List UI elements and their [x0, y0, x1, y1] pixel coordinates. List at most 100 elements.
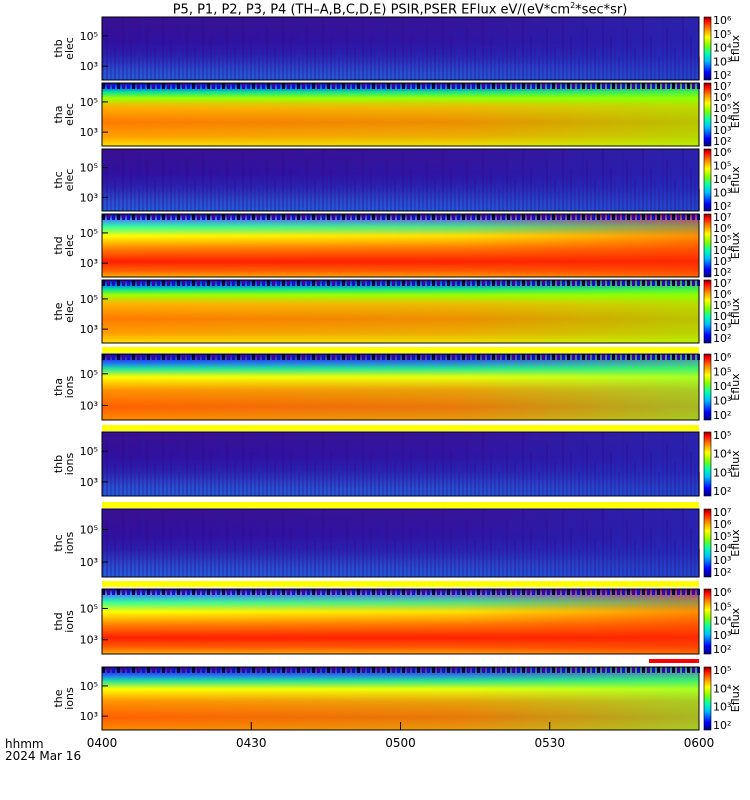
noise-stripe: [692, 589, 695, 595]
noise-stripe: [418, 549, 420, 577]
noise-stripe: [137, 667, 140, 673]
noise-stripe: [402, 354, 405, 360]
colorbar-tick-label: 10⁵: [713, 299, 731, 312]
noise-stripe: [412, 667, 415, 673]
noise-stripe: [547, 214, 550, 220]
colorbar: [703, 148, 712, 212]
noise-stripe: [217, 214, 220, 220]
noise-stripe: [114, 179, 116, 211]
noise-stripe: [332, 214, 335, 220]
noise-stripe: [157, 83, 160, 89]
noise-stripe: [537, 214, 540, 220]
noise-stripe: [158, 549, 160, 577]
noise-stripe: [602, 214, 605, 220]
noise-stripe: [502, 83, 505, 89]
noise-stripe: [587, 83, 590, 89]
noise-stripe: [277, 214, 280, 220]
noise-stripe: [658, 472, 660, 496]
noise-stripe: [572, 354, 575, 360]
noise-stripe: [334, 47, 336, 80]
noise-stripe: [658, 549, 660, 577]
noise-stripe: [127, 280, 130, 286]
noise-stripe: [258, 57, 260, 80]
noise-stripe: [542, 280, 545, 286]
noise-stripe: [157, 354, 160, 360]
noise-stripe: [132, 280, 135, 286]
noise-stripe: [167, 667, 170, 673]
noise-stripe: [538, 57, 540, 80]
noise-stripe: [198, 57, 200, 80]
noise-stripe: [262, 589, 265, 595]
noise-stripe: [118, 549, 120, 577]
noise-stripe: [462, 83, 465, 89]
noise-stripe: [206, 519, 208, 577]
noise-stripe: [438, 189, 440, 211]
noise-stripe: [394, 179, 396, 211]
noise-stripe: [598, 57, 600, 80]
noise-stripe: [262, 83, 265, 89]
noise-stripe: [310, 37, 312, 80]
noise-stripe: [498, 549, 500, 577]
noise-stripe: [157, 589, 160, 595]
noise-stripe: [462, 17, 464, 80]
noise-stripe: [178, 57, 180, 80]
noise-stripe: [202, 589, 205, 595]
noise-stripe: [227, 667, 230, 673]
noise-stripe: [534, 47, 536, 80]
noise-stripe: [406, 519, 408, 577]
noise-stripe: [442, 354, 445, 360]
noise-stripe: [382, 280, 385, 286]
noise-stripe: [657, 214, 660, 220]
noise-stripe: [572, 667, 575, 673]
noise-stripe: [367, 667, 370, 673]
noise-stripe: [562, 354, 565, 360]
noise-stripe: [278, 57, 280, 80]
noise-stripe: [147, 83, 150, 89]
noise-stripe: [546, 27, 548, 80]
noise-stripe: [622, 17, 624, 80]
noise-stripe: [446, 159, 448, 211]
noise-stripe: [367, 280, 370, 286]
noise-stripe: [302, 17, 304, 80]
noise-stripe: [647, 83, 650, 89]
noise-stripe: [638, 57, 640, 80]
colorbar: [703, 588, 712, 655]
noise-stripe: [134, 179, 136, 211]
noise-stripe: [667, 354, 670, 360]
noise-stripe: [162, 17, 164, 80]
panel-species-label: ions: [63, 531, 76, 554]
noise-stripe: [247, 589, 250, 595]
noise-stripe: [327, 589, 330, 595]
y-tick-label: 10³: [80, 476, 98, 489]
noise-stripe: [266, 442, 268, 496]
noise-stripe: [632, 667, 635, 673]
noise-stripe: [657, 280, 660, 286]
noise-stripe: [547, 280, 550, 286]
noise-stripe: [606, 442, 608, 496]
noise-stripe: [542, 149, 544, 211]
noise-stripe: [577, 354, 580, 360]
colorbar-label: Eflux: [729, 529, 742, 557]
noise-stripe: [182, 280, 185, 286]
noise-stripe: [230, 37, 232, 80]
noise-stripe: [652, 280, 655, 286]
noise-stripe: [527, 83, 530, 89]
noise-stripe: [312, 214, 315, 220]
noise-stripe: [417, 667, 420, 673]
noise-stripe: [602, 432, 604, 496]
noise-stripe: [550, 529, 552, 577]
noise-stripe: [598, 549, 600, 577]
noise-stripe: [352, 589, 355, 595]
noise-stripe: [602, 83, 605, 89]
noise-stripe: [462, 354, 465, 360]
panel-frame: [101, 508, 700, 578]
noise-stripe: [566, 27, 568, 80]
noise-stripe: [647, 589, 650, 595]
noise-stripe: [297, 589, 300, 595]
noise-stripe: [386, 519, 388, 577]
noise-stripe: [674, 47, 676, 80]
noise-stripe: [347, 83, 350, 89]
noise-stripe: [407, 280, 410, 286]
noise-stripe: [687, 589, 690, 595]
